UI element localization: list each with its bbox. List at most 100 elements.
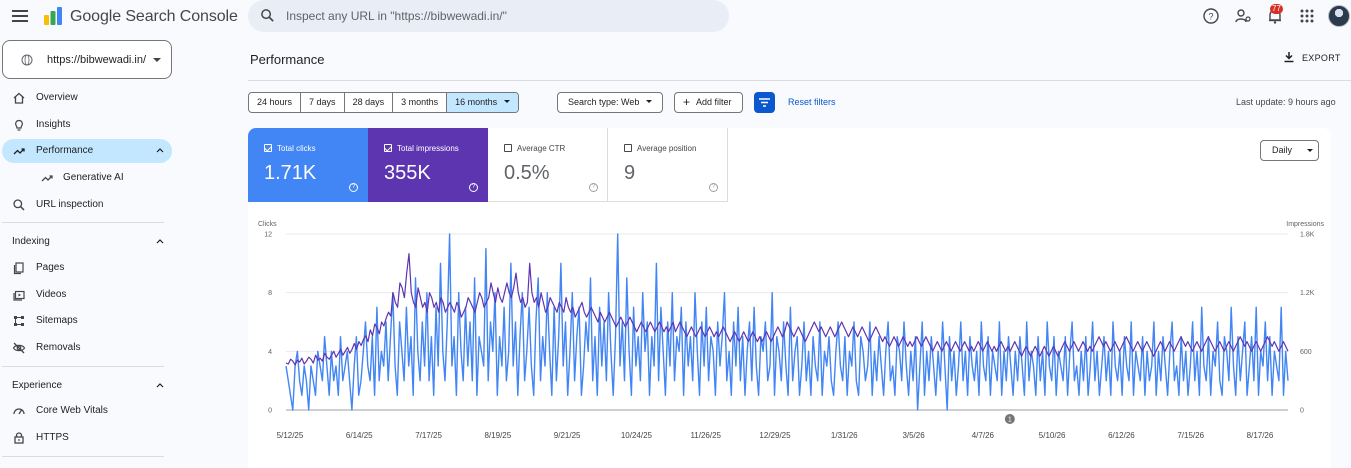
chevron-up-icon[interactable] bbox=[156, 238, 164, 244]
url-inspection-search[interactable] bbox=[248, 0, 729, 32]
svg-text:?: ? bbox=[1208, 12, 1213, 22]
x-tick-label: 6/12/26 bbox=[1108, 431, 1135, 440]
speedometer-icon bbox=[13, 408, 25, 415]
granularity-label: Daily bbox=[1272, 145, 1293, 155]
help-icon[interactable]: ? bbox=[349, 183, 358, 192]
left-tick-label: 0 bbox=[268, 408, 272, 415]
sidebar-item-label: Generative AI bbox=[63, 172, 124, 183]
add-filter-label: Add filter bbox=[696, 97, 732, 107]
x-tick-label: 5/12/25 bbox=[277, 431, 304, 440]
left-tick-label: 4 bbox=[268, 349, 272, 356]
trending-up-icon bbox=[13, 148, 25, 155]
help-icon[interactable]: ? bbox=[469, 183, 478, 192]
search-console-logo-icon bbox=[44, 7, 62, 25]
x-tick-label: 1/31/26 bbox=[831, 431, 858, 440]
x-tick-label: 11/26/25 bbox=[690, 431, 721, 440]
sidebar-item-generative-ai[interactable]: Generative AI bbox=[2, 166, 172, 190]
sidebar-item-overview[interactable]: Overview bbox=[2, 86, 172, 110]
metric-label: Average position bbox=[637, 144, 697, 153]
sidebar-divider bbox=[2, 366, 164, 367]
annotation-label: 1 bbox=[1008, 417, 1012, 424]
search-icon bbox=[13, 199, 25, 211]
metric-value: 1.71K bbox=[264, 162, 317, 184]
download-icon bbox=[1284, 52, 1294, 63]
checkbox-unchecked-icon[interactable] bbox=[624, 144, 632, 152]
sidebar-item-https[interactable]: HTTPS bbox=[2, 426, 172, 450]
search-type-label: Search type: Web bbox=[568, 97, 640, 107]
sidebar-item-url-inspection[interactable]: URL inspection bbox=[2, 193, 172, 217]
metric-label: Average CTR bbox=[517, 144, 566, 153]
sidebar-item-removals[interactable]: Removals bbox=[2, 336, 172, 360]
metric-average-ctr[interactable]: Average CTR 0.5% ? bbox=[488, 128, 608, 202]
help-icon[interactable]: ? bbox=[1202, 7, 1220, 25]
main-menu-icon[interactable] bbox=[12, 10, 28, 22]
metric-value: 9 bbox=[624, 162, 636, 184]
metric-average-position[interactable]: Average position 9 ? bbox=[608, 128, 728, 202]
add-filter-button[interactable]: + Add filter bbox=[674, 92, 743, 113]
right-tick-label: 0 bbox=[1300, 408, 1304, 415]
trending-up-icon bbox=[41, 175, 53, 182]
lock-icon bbox=[14, 432, 24, 444]
checkbox-checked-icon[interactable] bbox=[264, 144, 272, 152]
page-title: Performance bbox=[250, 52, 325, 67]
chevron-down-icon bbox=[1307, 149, 1313, 152]
chevron-up-icon[interactable] bbox=[156, 147, 164, 153]
metric-total-clicks[interactable]: Total clicks 1.71K ? bbox=[248, 128, 368, 202]
left-tick-label: 12 bbox=[264, 232, 272, 239]
sidebar-item-label: Videos bbox=[36, 289, 67, 300]
x-tick-label: 6/14/25 bbox=[346, 431, 373, 440]
range-16-months[interactable]: 16 months bbox=[447, 93, 519, 112]
section-heading-experience[interactable]: Experience bbox=[12, 380, 63, 391]
property-url: https://bibwewadi.in/ bbox=[47, 54, 147, 66]
help-icon[interactable]: ? bbox=[709, 183, 718, 192]
granularity-select[interactable]: Daily bbox=[1260, 140, 1319, 161]
range-28-days[interactable]: 28 days bbox=[345, 93, 394, 112]
chevron-up-icon[interactable] bbox=[156, 382, 164, 388]
help-icon[interactable]: ? bbox=[589, 183, 598, 192]
sidebar-item-sitemaps[interactable]: Sitemaps bbox=[2, 309, 172, 333]
x-tick-label: 3/5/26 bbox=[902, 431, 925, 440]
sidebar-item-videos[interactable]: Videos bbox=[2, 283, 172, 307]
range-24-hours[interactable]: 24 hours bbox=[249, 93, 302, 112]
right-tick-label: 600 bbox=[1300, 349, 1312, 356]
filter-settings-button[interactable] bbox=[754, 92, 775, 113]
metric-value: 355K bbox=[384, 162, 431, 184]
chevron-down-icon bbox=[646, 100, 653, 103]
metric-total-impressions[interactable]: Total impressions 355K ? bbox=[368, 128, 488, 202]
header-divider bbox=[248, 80, 1351, 81]
range-7-days[interactable]: 7 days bbox=[301, 93, 345, 112]
sidebar-item-label: Core Web Vitals bbox=[36, 405, 108, 416]
x-tick-label: 9/21/25 bbox=[554, 431, 581, 440]
manage-users-icon[interactable] bbox=[1234, 7, 1252, 25]
left-tick-label: 8 bbox=[268, 290, 272, 297]
sitemap-icon bbox=[14, 316, 24, 326]
section-heading-indexing[interactable]: Indexing bbox=[12, 236, 50, 247]
export-button[interactable]: EXPORT bbox=[1284, 52, 1341, 63]
property-selector[interactable]: https://bibwewadi.in/ bbox=[2, 40, 172, 79]
date-range-selector: 24 hours 7 days 28 days 3 months 16 mont… bbox=[248, 92, 520, 113]
chevron-down-icon bbox=[153, 58, 161, 62]
sidebar-item-core-web-vitals[interactable]: Core Web Vitals bbox=[2, 399, 172, 423]
sidebar-item-performance[interactable]: Performance bbox=[2, 139, 172, 163]
performance-line-chart: Clicks Impressions 0 0 4 600 8 1.2K 12 1.8K 5/12/2… bbox=[258, 221, 1325, 440]
search-input[interactable] bbox=[286, 6, 706, 26]
sidebar-item-label: Sitemaps bbox=[36, 315, 78, 326]
apps-grid-icon[interactable] bbox=[1298, 7, 1316, 25]
x-tick-label: 7/17/25 bbox=[415, 431, 442, 440]
x-tick-label: 8/19/25 bbox=[485, 431, 512, 440]
account-avatar[interactable] bbox=[1328, 5, 1350, 27]
plus-icon: + bbox=[683, 95, 691, 109]
checkbox-checked-icon[interactable] bbox=[384, 144, 392, 152]
range-3-months[interactable]: 3 months bbox=[393, 93, 448, 112]
search-type-filter[interactable]: Search type: Web bbox=[557, 92, 664, 113]
performance-chart-card: Total clicks 1.71K ? Total impressions 3… bbox=[248, 128, 1331, 468]
sidebar-item-pages[interactable]: Pages bbox=[2, 256, 172, 280]
reset-filters-link[interactable]: Reset filters bbox=[788, 97, 836, 107]
checkbox-unchecked-icon[interactable] bbox=[504, 144, 512, 152]
x-tick-label: 8/17/26 bbox=[1247, 431, 1274, 440]
sidebar-item-label: Removals bbox=[36, 342, 81, 353]
sidebar-divider bbox=[2, 456, 164, 457]
x-tick-label: 10/24/25 bbox=[621, 431, 653, 440]
sidebar-item-insights[interactable]: Insights bbox=[2, 113, 172, 137]
top-bar: Google Search Console ? 77 bbox=[0, 0, 1351, 34]
